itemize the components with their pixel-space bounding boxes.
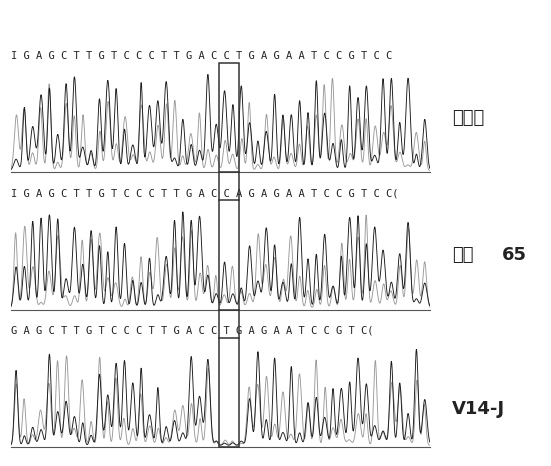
Text: 台中: 台中 xyxy=(452,246,473,264)
Text: I G A G C T T G T C C C T T G A C C T G A G A A T C C G T C C: I G A G C T T G T C C C T T G A C C T G … xyxy=(11,51,392,61)
Text: I G A G C T T G T C C C T T G A C C A G A G A A T C C G T C C(: I G A G C T T G T C C C T T G A C C A G … xyxy=(11,188,398,198)
Text: G A G C T T G T C C C T T G A C C T G A G A A T C C G T C(: G A G C T T G T C C C T T G A C C T G A … xyxy=(11,326,374,336)
Text: V14-J: V14-J xyxy=(452,400,505,418)
Text: 65: 65 xyxy=(501,246,526,264)
Text: 黄华占: 黄华占 xyxy=(452,109,484,127)
